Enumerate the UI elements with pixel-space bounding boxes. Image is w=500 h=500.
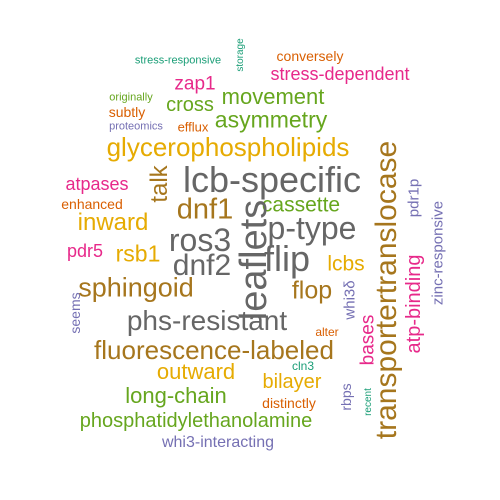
word: atp-binding	[403, 254, 425, 354]
word: zinc-responsive	[429, 200, 447, 306]
word: phosphatidylethanolamine	[79, 410, 313, 432]
word: subtly	[108, 104, 146, 120]
word: seems	[67, 292, 83, 334]
word: movement	[221, 84, 325, 109]
word: proteomics	[109, 120, 163, 133]
word: storage	[235, 38, 246, 72]
word: zap1	[174, 73, 216, 95]
word: outward	[156, 359, 236, 384]
word: rbps	[338, 383, 354, 411]
word: flip	[263, 238, 311, 279]
word: whi3δ	[341, 280, 359, 320]
word: long-chain	[125, 383, 227, 408]
word: cross	[166, 94, 214, 116]
word: lcbs	[327, 252, 365, 276]
word: phs-resistant	[126, 305, 288, 336]
word: stress-responsive	[134, 54, 222, 67]
word: bases	[357, 314, 379, 366]
word: bilayer	[262, 371, 322, 393]
word: dnf2	[172, 249, 232, 282]
word: dnf1	[176, 193, 234, 226]
word: conversely	[276, 48, 344, 64]
word: recent	[363, 388, 374, 416]
word: transportertranslocase	[370, 140, 403, 440]
word: lcb-specific	[182, 159, 362, 200]
word: rsb1	[115, 240, 161, 267]
word: pdr5	[66, 241, 104, 261]
word: glycerophospholipids	[106, 132, 350, 162]
word: efflux	[177, 119, 209, 135]
word: cln3	[291, 359, 315, 373]
word: originally	[109, 91, 153, 104]
word: whi3-interacting	[161, 434, 275, 451]
word: enhanced	[61, 196, 123, 212]
word: fluorescence-labeled	[94, 335, 334, 365]
word: inward	[77, 209, 149, 236]
word: asymmetry	[214, 106, 328, 133]
word: talk	[146, 165, 173, 203]
word: ros3	[168, 222, 232, 258]
word: cassette	[261, 193, 341, 217]
word: distinctly	[262, 395, 316, 411]
word: alter	[315, 325, 339, 339]
word: flop	[291, 276, 333, 305]
word: atpases	[65, 174, 129, 194]
word: p-type	[267, 210, 357, 246]
word: stress-dependent	[270, 64, 410, 84]
word: pdr1p	[405, 178, 423, 218]
word: sphingoid	[78, 272, 194, 303]
